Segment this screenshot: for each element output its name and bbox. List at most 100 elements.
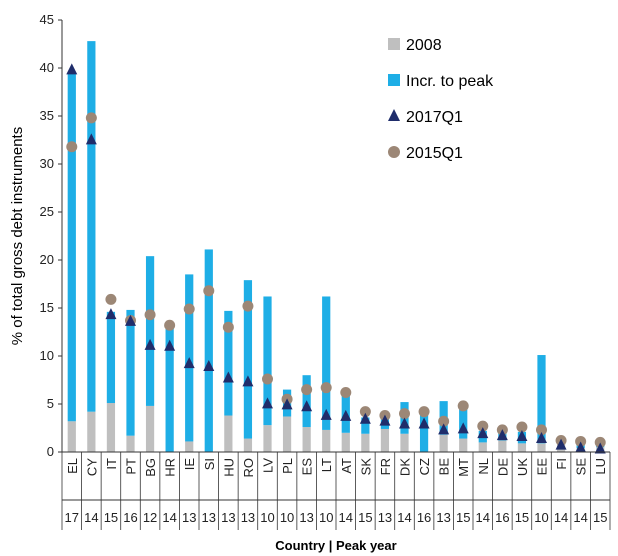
x-tick-label-peak-year: 14 bbox=[573, 510, 587, 525]
x-tick-label-country: FI bbox=[554, 458, 569, 470]
x-tick-label-country: UK bbox=[515, 458, 530, 476]
y-tick-label: 35 bbox=[40, 108, 54, 123]
x-tick-label-peak-year: 17 bbox=[65, 510, 79, 525]
bar-2008-lt bbox=[322, 429, 331, 452]
bar-2008-cy bbox=[87, 411, 96, 452]
bar-incr-cz bbox=[419, 407, 429, 452]
marker-2017q1-es bbox=[301, 400, 313, 412]
legend-swatch-2008 bbox=[388, 38, 400, 50]
marker-2017q1-cz bbox=[418, 417, 430, 429]
marker-2015q1-be bbox=[438, 415, 450, 427]
bar-incr-ro bbox=[243, 280, 253, 439]
y-axis-title: % of total gross debt instruments bbox=[9, 127, 26, 345]
x-tick-label-country: EE bbox=[535, 458, 550, 476]
marker-2017q1-sk bbox=[359, 412, 371, 424]
bar-incr-bg bbox=[145, 256, 155, 406]
bar-incr-hr bbox=[165, 327, 174, 452]
bar-incr-pt bbox=[126, 309, 135, 436]
marker-2015q1-cz bbox=[418, 406, 430, 418]
x-tick-label-country: LV bbox=[261, 458, 276, 473]
marker-2017q1-cy bbox=[85, 133, 97, 145]
bar-incr-sk bbox=[361, 417, 370, 434]
x-tick-label-country: FR bbox=[378, 458, 393, 475]
marker-2015q1-ee bbox=[536, 424, 547, 436]
x-tick-label-peak-year: 15 bbox=[104, 510, 118, 525]
x-tick-label-peak-year: 12 bbox=[143, 510, 157, 525]
marker-2015q1-hu bbox=[222, 321, 234, 333]
x-tick-label-peak-year: 15 bbox=[456, 510, 470, 525]
x-tick-label-peak-year: 16 bbox=[495, 510, 509, 525]
x-tick-label-peak-year: 13 bbox=[241, 510, 255, 525]
marker-2015q1-lv bbox=[262, 373, 273, 385]
bar-incr-it bbox=[106, 311, 116, 404]
x-tick-label-country: EL bbox=[65, 458, 80, 474]
marker-2017q1-si bbox=[203, 359, 215, 371]
x-tick-label-peak-year: 15 bbox=[515, 510, 529, 525]
axes-layer bbox=[61, 20, 610, 501]
x-tick-label-peak-year: 14 bbox=[397, 510, 411, 525]
x-tick-label-country: BG bbox=[143, 458, 158, 477]
marker-2017q1-hr bbox=[164, 339, 176, 351]
bar-2008-mt bbox=[459, 438, 468, 452]
bar-2008-at bbox=[341, 432, 350, 452]
x-tick-label-peak-year: 14 bbox=[84, 510, 98, 525]
bar-incr-hu bbox=[224, 310, 233, 416]
x-tick-label-peak-year: 13 bbox=[202, 510, 216, 525]
legend-swatch-2015q1 bbox=[388, 146, 400, 158]
bar-2008-it bbox=[106, 403, 116, 452]
x-tick-label-peak-year: 10 bbox=[280, 510, 294, 525]
x-tick-label-country: IT bbox=[104, 458, 119, 470]
x-tick-label-peak-year: 13 bbox=[299, 510, 313, 525]
marker-2017q1-uk bbox=[516, 430, 528, 442]
x-tick-label-peak-year: 10 bbox=[534, 510, 548, 525]
bar-2008-el bbox=[67, 421, 76, 452]
marker-2017q1-se bbox=[575, 441, 587, 453]
x-tick-label-country: PL bbox=[280, 458, 295, 474]
marker-2017q1-it bbox=[105, 308, 117, 320]
x-tick-label-peak-year: 14 bbox=[339, 510, 353, 525]
marker-2017q1-ee bbox=[536, 431, 547, 443]
marker-2015q1-se bbox=[575, 435, 587, 447]
bar-2008-uk bbox=[517, 443, 527, 452]
bar-2008-pl bbox=[282, 416, 292, 452]
x-tick-label-peak-year: 13 bbox=[436, 510, 450, 525]
x-tick-label-peak-year: 14 bbox=[476, 510, 490, 525]
bar-2008-ee bbox=[537, 443, 546, 452]
x-tick-label-peak-year: 13 bbox=[182, 510, 196, 525]
marker-2015q1-el bbox=[66, 141, 78, 153]
legend-label-incr-to-peak: Incr. to peak bbox=[406, 73, 494, 90]
bar-incr-si bbox=[204, 249, 213, 452]
bar-2008-be bbox=[439, 434, 448, 452]
marker-2015q1-uk bbox=[516, 421, 528, 433]
x-tick-label-country: HU bbox=[221, 458, 236, 477]
bar-incr-ee bbox=[537, 355, 546, 444]
bar-2008-de bbox=[498, 440, 507, 452]
bar-2008-ro bbox=[243, 438, 253, 452]
bar-2008-pt bbox=[126, 435, 135, 452]
bar-2008-sk bbox=[361, 433, 370, 452]
marker-2017q1-pl bbox=[281, 398, 293, 410]
x-tick-labels: EL 17 CY 14 IT 15 PT 16 BG 12 HR 14 IE 13 SI 13 HU 13 RO 13… bbox=[61, 452, 611, 530]
marker-2015q1-ro bbox=[242, 300, 254, 312]
bar-2008-bg bbox=[145, 405, 155, 452]
bar-incr-lt bbox=[322, 296, 331, 430]
bar-2008-ie bbox=[185, 441, 194, 452]
y-tick-label: 30 bbox=[40, 156, 54, 171]
marker-2017q1-fi bbox=[555, 438, 567, 450]
marker-2017q1-be bbox=[438, 423, 450, 435]
marker-2015q1-dk bbox=[399, 408, 410, 420]
bar-2008-lv bbox=[263, 425, 272, 452]
y-tick-label: 25 bbox=[40, 204, 54, 219]
legend-label-2008: 2008 bbox=[406, 37, 442, 54]
bar-incr-cy bbox=[87, 41, 96, 412]
marker-2017q1-dk bbox=[399, 417, 410, 429]
marker-2015q1-it bbox=[105, 293, 117, 305]
marker-2015q1-hr bbox=[164, 319, 176, 331]
marker-2017q1-fr bbox=[379, 414, 391, 426]
marker-2015q1-es bbox=[301, 384, 313, 396]
x-tick-label-country: LT bbox=[319, 458, 334, 472]
legend-label-2015q1: 2015Q1 bbox=[406, 145, 463, 162]
x-tick-label-peak-year: 14 bbox=[554, 510, 568, 525]
x-tick-label-country: SK bbox=[358, 458, 373, 476]
